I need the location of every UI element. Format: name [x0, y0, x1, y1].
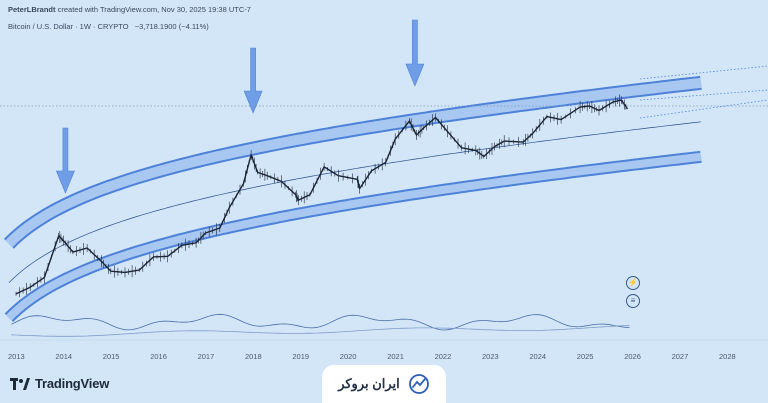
x-tick-label: 2019: [292, 352, 309, 361]
x-tick-label: 2027: [672, 352, 689, 361]
lightning-icon[interactable]: ⚡: [626, 276, 640, 290]
brand-name: TradingView: [35, 376, 110, 391]
x-tick-label: 2026: [624, 352, 641, 361]
chart-credit: PeterLBrandt created with TradingView.co…: [8, 5, 251, 14]
x-axis: 2013 2014 2015 2016 2017 2018 2019 2020 2021 2022…: [8, 352, 736, 361]
author-name: PeterLBrandt: [8, 5, 56, 14]
x-tick-label: 2017: [198, 352, 215, 361]
x-tick-label: 2025: [577, 352, 594, 361]
x-tick-label: 2021: [387, 352, 404, 361]
x-tick-label: 2018: [245, 352, 262, 361]
side-tool-icons: ⚡ ≡: [626, 276, 640, 308]
channel-extension-0: [639, 65, 768, 80]
price-change: −3,718.1900 (−4.11%): [134, 22, 209, 31]
price-candles: [15, 94, 627, 298]
tradingview-brand: TradingView: [10, 376, 109, 391]
x-tick-label: 2014: [55, 352, 72, 361]
arrow-down-icon: [405, 19, 425, 87]
globe-icon[interactable]: ≡: [626, 294, 640, 308]
created-text: created with TradingView.com, Nov 30, 20…: [57, 5, 251, 14]
channel-bands: [3, 65, 768, 323]
x-tick-label: 2023: [482, 352, 499, 361]
arrow-down-icon: [243, 47, 263, 114]
watermark-text: ایران بروکر: [338, 376, 400, 391]
tradingview-logo-icon: [10, 377, 30, 390]
x-tick-label: 2013: [8, 352, 25, 361]
x-tick-label: 2024: [529, 352, 546, 361]
arrow-down-icon: [55, 127, 75, 194]
upper-band-fill: [5, 77, 702, 248]
top-arrows: [55, 19, 425, 194]
oscillator-signal-line: [11, 325, 630, 337]
watermark-badge: ایران بروکر: [322, 365, 446, 403]
x-tick-label: 2028: [719, 352, 736, 361]
arrow-down-icon: [408, 374, 429, 394]
x-tick-label: 2020: [340, 352, 357, 361]
x-tick-label: 2022: [435, 352, 452, 361]
oscillator-line: [11, 313, 630, 331]
x-tick-label: 2015: [103, 352, 120, 361]
x-tick-label: 2016: [150, 352, 167, 361]
lower-band-fill: [6, 152, 702, 321]
symbol-info: Bitcoin / U.S. Dollar · 1W · CRYPTO: [8, 22, 129, 31]
channel-midline: [8, 121, 701, 284]
symbol-line: Bitcoin / U.S. Dollar · 1W · CRYPTO −3,7…: [8, 22, 213, 31]
channel-extension-1: [639, 89, 768, 101]
channel-extension-2: [639, 99, 768, 119]
